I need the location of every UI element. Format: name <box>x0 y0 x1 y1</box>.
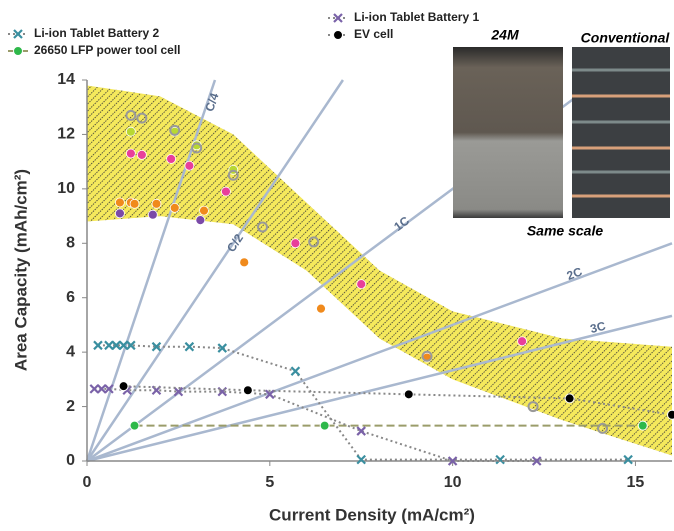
marker <box>130 421 139 430</box>
marker <box>334 14 342 22</box>
marker-shape <box>90 385 98 393</box>
scatter-point <box>115 209 124 218</box>
inset-photo-conventional <box>572 47 670 218</box>
scatter-point <box>317 304 326 313</box>
scatter-point <box>518 337 527 346</box>
marker <box>243 386 252 395</box>
inset-label: Conventional <box>581 30 671 46</box>
scatter-point <box>196 216 205 225</box>
y-tick-label: 12 <box>57 126 75 143</box>
scatter-point <box>126 127 135 136</box>
marker-shape <box>357 456 365 464</box>
chart: C/4C/21C2C3C05101502468101214 24M Conven… <box>0 0 674 526</box>
marker-shape <box>496 456 504 464</box>
inset: 24M Conventional Same scale <box>453 27 670 239</box>
marker <box>638 421 647 430</box>
y-axis-title: Area Capacity (mAh/cm²) <box>11 169 30 371</box>
legend-label: 26650 LFP power tool cell <box>34 43 181 57</box>
marker <box>94 341 102 349</box>
scatter-point <box>126 149 135 158</box>
scatter-point <box>167 154 176 163</box>
scatter-point <box>185 161 194 170</box>
marker <box>404 390 413 399</box>
marker-shape <box>334 14 342 22</box>
legend-label: Li-ion Tablet Battery 2 <box>34 26 159 40</box>
inset-photo-24m <box>453 47 563 218</box>
scatter-point <box>137 150 146 159</box>
x-tick-label: 5 <box>265 474 274 491</box>
marker <box>119 382 128 391</box>
y-tick-label: 0 <box>66 452 75 469</box>
legend-label: Li-ion Tablet Battery 1 <box>354 10 479 24</box>
inset-label: 24M <box>490 27 519 43</box>
legend-item: Li-ion Tablet Battery 1 <box>328 10 479 24</box>
legend-item: EV cell <box>328 27 393 41</box>
marker-shape <box>105 341 113 349</box>
y-tick-label: 6 <box>66 289 75 306</box>
scatter-point <box>200 206 209 215</box>
y-tick-label: 10 <box>57 180 75 197</box>
scatter-point <box>130 199 139 208</box>
marker-shape <box>291 367 299 375</box>
scatter-point <box>152 199 161 208</box>
marker <box>668 410 674 419</box>
legend-item: 26650 LFP power tool cell <box>8 43 181 57</box>
marker <box>14 47 23 56</box>
y-tick-label: 2 <box>66 398 75 415</box>
scatter-point <box>115 198 124 207</box>
legend-label: EV cell <box>354 27 393 41</box>
marker <box>90 385 98 393</box>
x-tick-label: 0 <box>83 474 92 491</box>
marker <box>320 421 329 430</box>
marker-shape <box>94 341 102 349</box>
scatter-point <box>357 280 366 289</box>
scatter-point <box>170 203 179 212</box>
legend-item: Li-ion Tablet Battery 2 <box>8 26 159 40</box>
marker <box>105 341 113 349</box>
y-tick-label: 4 <box>66 343 75 360</box>
rate-label: 2C <box>565 264 585 283</box>
scatter-point <box>240 258 249 267</box>
marker <box>291 367 299 375</box>
y-tick-label: 14 <box>57 71 75 88</box>
x-tick-label: 10 <box>444 474 462 491</box>
marker <box>334 31 343 40</box>
marker <box>565 394 574 403</box>
marker <box>357 456 365 464</box>
marker <box>496 456 504 464</box>
inset-caption: Same scale <box>527 223 603 239</box>
rate-label: C/4 <box>202 91 221 113</box>
marker <box>185 343 193 351</box>
marker <box>14 30 22 38</box>
scatter-point <box>221 187 230 196</box>
scatter-point <box>291 239 300 248</box>
x-tick-label: 15 <box>627 474 645 491</box>
marker-shape <box>185 343 193 351</box>
marker-shape <box>14 30 22 38</box>
scatter-point <box>148 210 157 219</box>
y-tick-label: 8 <box>66 235 75 252</box>
x-axis-title: Current Density (mA/cm²) <box>269 505 475 524</box>
